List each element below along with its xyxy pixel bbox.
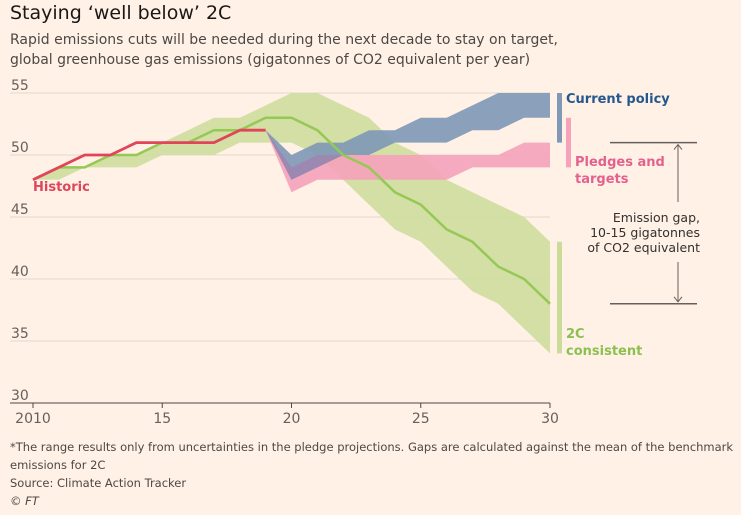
- pledges-band: [265, 130, 550, 193]
- y-tick-label-30: 30: [11, 388, 29, 404]
- x-tick-label-2020: 20: [283, 411, 301, 427]
- footnote-line-1: *The range results only from uncertainti…: [10, 440, 734, 454]
- gap-label-line-3: of CO2 equivalent: [587, 240, 700, 255]
- chart-footer: *The range results only from uncertainti…: [10, 438, 734, 510]
- y-tick-label-40: 40: [11, 264, 29, 280]
- historic-label: Historic: [33, 180, 90, 195]
- footnote-line-2: emissions for 2C: [10, 458, 106, 472]
- policy-pledges-overlap-band: [265, 130, 370, 180]
- pledges-label-line-2: targets: [575, 172, 629, 187]
- x-tick-label-2010: 2010: [15, 411, 51, 427]
- historic-line: [32, 128, 266, 182]
- consistent-range-bar: [557, 241, 562, 354]
- y-tick-label-45: 45: [11, 202, 29, 218]
- gap-label-line-1: Emission gap,: [613, 210, 700, 225]
- pledges-range-bar: [566, 117, 571, 168]
- subtitle-line-2: global greenhouse gas emissions (gigaton…: [10, 52, 531, 68]
- current-policy-label: Current policy: [566, 92, 670, 107]
- y-tick-label-50: 50: [11, 140, 29, 156]
- source-note: Source: Climate Action Tracker: [10, 476, 187, 490]
- gap-label-line-2: 10-15 gigatonnes: [590, 225, 700, 240]
- copyright-note: © FT: [10, 494, 39, 508]
- y-tick-label-55: 55: [11, 78, 29, 94]
- consistent-band: [33, 93, 550, 354]
- consistent-label-line-2: consistent: [566, 344, 642, 359]
- chart-title: Staying ‘well below’ 2C: [10, 2, 232, 24]
- consistent-label-line-1: 2C: [566, 327, 585, 342]
- gap-arrowhead-up: [673, 143, 683, 150]
- chart-subtitle: Rapid emissions cuts will be needed duri…: [10, 30, 730, 70]
- x-tick-label-2025: 25: [412, 411, 430, 427]
- x-tick-label-2030: 30: [541, 411, 559, 427]
- gap-arrowhead-down: [673, 296, 683, 303]
- pledges-label-line-1: Pledges and: [575, 155, 665, 170]
- x-tick-label-2015: 15: [153, 411, 171, 427]
- subtitle-line-1: Rapid emissions cuts will be needed duri…: [10, 32, 558, 48]
- current-policy-range-bar: [557, 93, 562, 143]
- y-tick-label-35: 35: [11, 326, 29, 342]
- consistent-mean-line: [32, 116, 551, 305]
